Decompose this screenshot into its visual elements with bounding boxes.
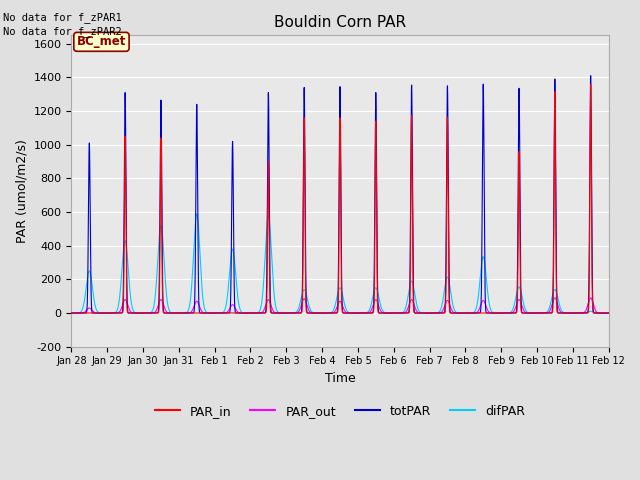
Text: No data for f_zPAR1: No data for f_zPAR1 — [3, 12, 122, 23]
Text: BC_met: BC_met — [77, 36, 126, 48]
Y-axis label: PAR (umol/m2/s): PAR (umol/m2/s) — [15, 139, 28, 243]
Legend: PAR_in, PAR_out, totPAR, difPAR: PAR_in, PAR_out, totPAR, difPAR — [150, 400, 530, 423]
X-axis label: Time: Time — [324, 372, 355, 385]
Text: No data for f_zPAR2: No data for f_zPAR2 — [3, 26, 122, 37]
Title: Bouldin Corn PAR: Bouldin Corn PAR — [274, 15, 406, 30]
